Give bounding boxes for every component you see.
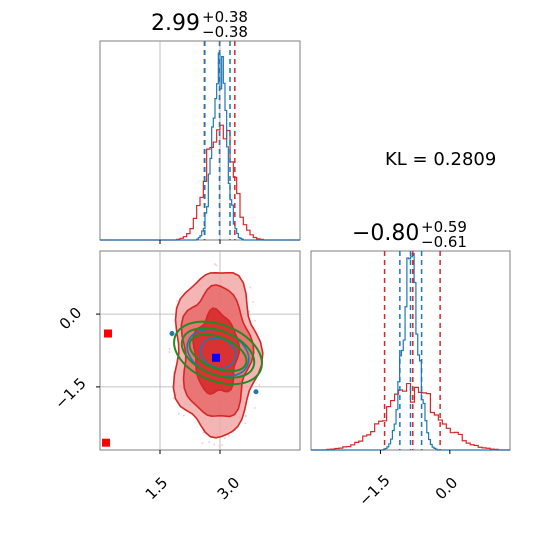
sample-dot [215, 264, 218, 267]
param1-title-main: −0.80 [352, 221, 419, 246]
sample-dot [176, 300, 178, 302]
x0-tick-label-2: 3.0 [214, 474, 244, 504]
green-ellipse-1 [188, 333, 248, 373]
sample-dot [254, 319, 256, 322]
param1-title-minus: −0.61 [421, 233, 467, 251]
green-ellipse-3 [173, 320, 263, 386]
sample-dot [214, 263, 216, 265]
x1-tick-label-2: 0.0 [432, 474, 462, 504]
param0-title-minus: −0.38 [202, 23, 248, 41]
param0-title-main: 2.99 [151, 11, 200, 36]
y1-tick-label-2: −1.5 [51, 374, 89, 412]
sample-dot [182, 414, 185, 417]
marginal-panel-param1: −0.80 +0.59 −0.61 [310, 218, 511, 451]
green-ellipse-2 [180, 327, 256, 379]
sample-dot [252, 301, 255, 304]
red-marker [104, 329, 112, 338]
sample-dot [218, 445, 221, 447]
hist-blue-param0 [100, 52, 300, 241]
sample-dot [208, 441, 211, 444]
x1-tick-label-1: −1.5 [355, 471, 393, 509]
param0-title: 2.99 [151, 11, 200, 36]
sample-dot [168, 347, 171, 350]
sample-dot [172, 397, 175, 400]
hist-blue-param1 [311, 252, 510, 451]
param0-title-plus: +0.38 [202, 8, 248, 26]
sample-dot [221, 444, 224, 446]
marginal-panel-param0: 2.99 +0.38 −0.38 [99, 8, 301, 241]
sample-dot [245, 415, 247, 418]
y1-tick-label-1: 0.0 [56, 304, 86, 334]
sample-dot [202, 431, 205, 434]
sample-dot [244, 422, 247, 425]
param1-title: −0.80 [352, 221, 419, 246]
sample-dot [168, 351, 171, 353]
hist-red-param1 [311, 382, 510, 451]
blue-outlier-dot [253, 389, 259, 395]
sample-dot [177, 412, 180, 415]
blue-outlier-dot [169, 331, 175, 337]
hist-red-param0 [100, 124, 300, 241]
sample-dot [249, 286, 252, 289]
red-marker [102, 438, 110, 447]
joint-panel [99, 250, 301, 451]
sample-dot [258, 384, 261, 386]
blue-marker [212, 353, 220, 362]
sample-dot [254, 407, 256, 409]
sample-dot [201, 442, 204, 445]
sample-dot [248, 311, 251, 313]
sample-dot [213, 443, 216, 446]
panel-frame [99, 40, 301, 241]
param1-title-plus: +0.59 [421, 218, 467, 236]
x0-tick-label-1: 1.5 [142, 474, 172, 504]
sample-dot [223, 437, 226, 439]
kl-annotation: KL = 0.2809 [385, 149, 496, 170]
panel-frame [99, 250, 301, 451]
sample-dot [227, 434, 230, 437]
